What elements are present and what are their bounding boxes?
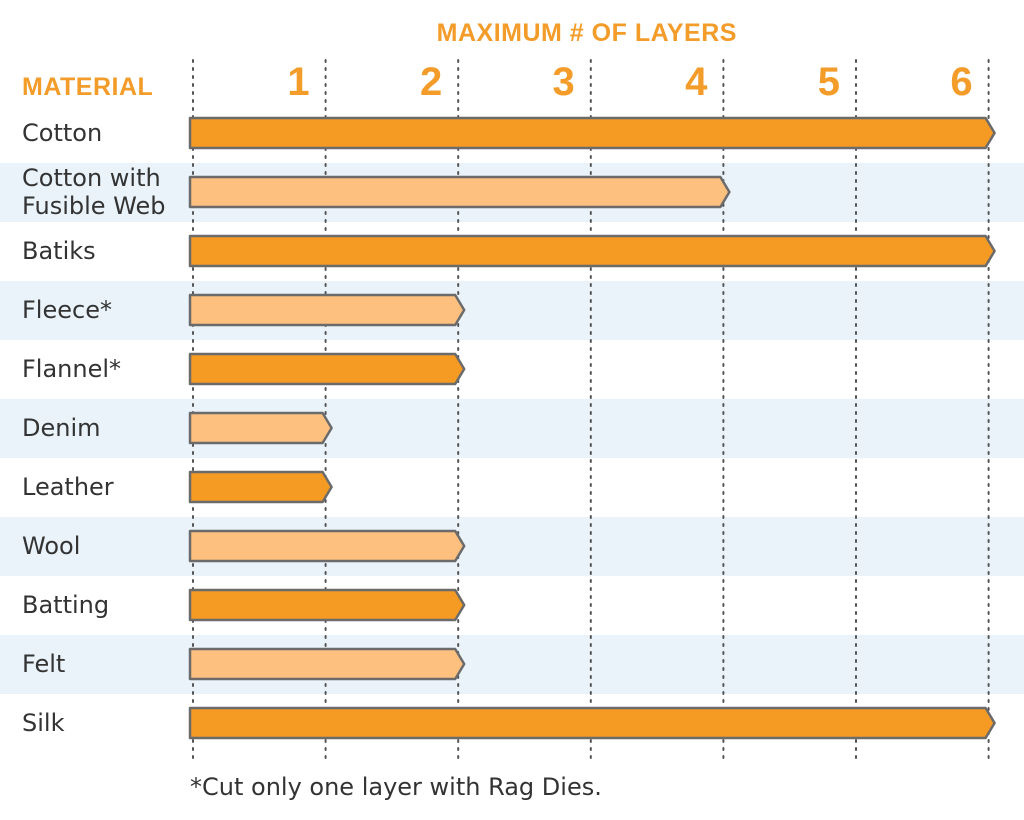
tick-label: 4 [685,60,708,104]
bar [188,116,996,150]
category-label-line: Fleece* [22,296,112,324]
row-band [0,517,1024,576]
category-label: Fleece* [22,296,112,324]
category-label-line: Felt [22,650,65,678]
bar [188,352,466,386]
row-band [0,281,1024,340]
category-label-line: Silk [22,709,65,737]
bar [188,470,333,504]
category-label-line: Denim [22,414,101,442]
category-label: Cotton [22,119,102,147]
category-label-line: Flannel* [22,355,121,383]
category-label-line: Cotton with [22,164,161,192]
category-label-line: Leather [22,473,114,501]
bar [188,588,466,622]
category-label: Cotton with Fusible Web [22,164,166,220]
axis-title: MAXIMUM # OF LAYERS [437,19,737,47]
bar [188,411,333,445]
category-label-line: Wool [22,532,80,560]
tick-label: 3 [553,60,575,104]
category-label-line: Batiks [22,237,96,265]
category-label: Wool [22,532,80,560]
bar [188,293,466,327]
bar [188,175,731,209]
bar [188,234,996,268]
category-label: Flannel* [22,355,121,383]
tick-label: 6 [950,60,972,104]
category-label: Silk [22,709,65,737]
footnote: *Cut only one layer with Rag Dies. [190,773,602,801]
bar [188,529,466,563]
category-label: Felt [22,650,65,678]
bar [188,647,466,681]
category-header: MATERIAL [22,73,153,101]
category-label: Batting [22,591,109,619]
row-band [0,399,1024,458]
category-label: Denim [22,414,101,442]
bar [188,706,996,740]
category-label: Leather [22,473,114,501]
tick-label: 5 [818,60,840,104]
tick-label: 2 [420,60,442,104]
category-label: Batiks [22,237,96,265]
category-label-line: Batting [22,591,109,619]
category-label-line: Cotton [22,119,102,147]
tick-label: 1 [287,60,309,104]
row-band [0,635,1024,694]
category-label-line: Fusible Web [22,192,166,220]
